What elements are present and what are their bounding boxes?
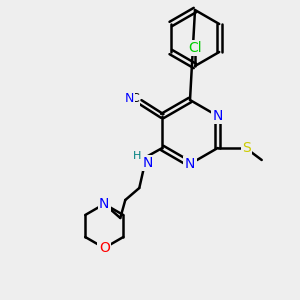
Text: N: N — [124, 92, 134, 104]
Text: Cl: Cl — [188, 41, 202, 55]
Text: N: N — [143, 156, 154, 170]
Text: N: N — [185, 157, 195, 171]
Text: N: N — [99, 197, 110, 211]
Text: O: O — [99, 241, 110, 255]
Text: N: N — [212, 109, 223, 123]
Text: C: C — [130, 92, 139, 104]
Text: H: H — [133, 151, 141, 161]
Text: S: S — [242, 141, 251, 155]
